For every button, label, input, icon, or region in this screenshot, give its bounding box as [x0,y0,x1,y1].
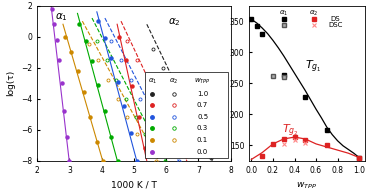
Text: 0.5: 0.5 [197,114,208,120]
Text: $\alpha_1$: $\alpha_1$ [148,77,157,86]
Text: 0.7: 0.7 [197,102,208,108]
Text: 0.1: 0.1 [197,137,208,143]
Text: $T_{g_2}$: $T_{g_2}$ [282,122,298,139]
Text: $\alpha_1$: $\alpha_1$ [55,12,68,23]
Text: DSC: DSC [328,22,343,28]
X-axis label: $w_{TPP}$: $w_{TPP}$ [296,180,317,189]
FancyBboxPatch shape [145,72,228,158]
Text: $T_{g_1}$: $T_{g_1}$ [305,59,322,75]
Text: $\alpha_2$: $\alpha_2$ [309,9,318,18]
Text: $\alpha_2$: $\alpha_2$ [168,16,180,28]
Text: $\alpha_1$: $\alpha_1$ [279,9,288,18]
Text: $w_{TPP}$: $w_{TPP}$ [194,77,211,86]
Text: 0.0: 0.0 [197,149,208,155]
Text: DS: DS [331,16,340,22]
Y-axis label: log(τ): log(τ) [7,70,16,96]
Text: 0.3: 0.3 [197,125,208,132]
Text: 1.0: 1.0 [197,91,208,97]
X-axis label: 1000 K / T: 1000 K / T [111,180,157,189]
Text: $\alpha_2$: $\alpha_2$ [169,77,178,86]
